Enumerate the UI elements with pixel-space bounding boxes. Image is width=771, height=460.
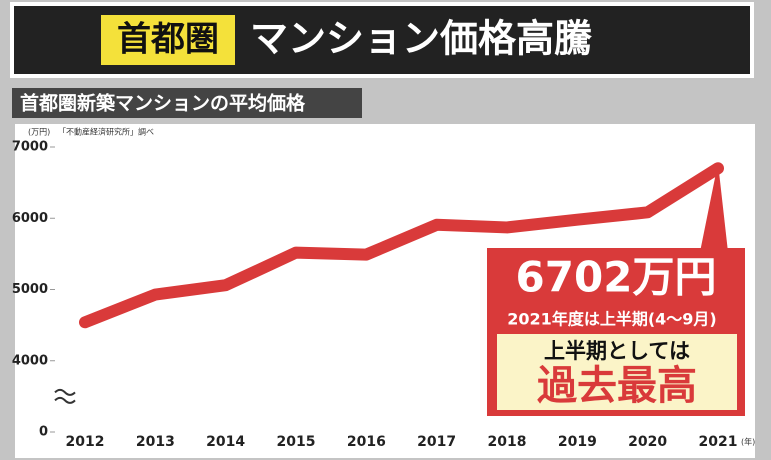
x-tick-label: 2012 (66, 434, 105, 450)
break-mark (54, 388, 76, 396)
callout-inner-box (497, 334, 737, 410)
chart-title: マンション価格高騰 (250, 17, 592, 61)
x-tick-label: 2015 (277, 434, 316, 450)
x-tick-label: 2017 (417, 434, 456, 450)
x-tick-label: 2021 (699, 434, 738, 450)
title-highlight-box (99, 13, 237, 67)
y-tick-label: 4000 (12, 353, 48, 368)
x-tick-label: 2020 (628, 434, 667, 450)
source: 「不動産経済研究所」調べ (58, 127, 154, 137)
annotation: 上半期としては (544, 339, 690, 363)
x-tick-label: 2019 (558, 434, 597, 450)
x-tick-label: 2014 (206, 434, 245, 450)
x-tick-label: 2013 (136, 434, 175, 450)
subtitle-bar (12, 88, 362, 118)
y-tick-label: 7000 (12, 140, 48, 155)
y-unit: (万円) (28, 128, 50, 137)
x-tick-label: 2018 (488, 434, 527, 450)
x-unit: (年) (741, 437, 755, 447)
subtitle: 首都圏新築マンションの平均価格 (20, 92, 306, 115)
value-label: 6702万円 (516, 253, 717, 302)
line (79, 162, 724, 329)
x-tick-label: 2016 (347, 434, 386, 450)
y-tick-label: 5000 (12, 282, 48, 297)
annotation: 過去最高 (537, 363, 697, 409)
annotation: 2021年度は上半期(4〜9月) (507, 310, 716, 329)
title-highlight: 首都圏 (117, 20, 219, 60)
y-tick-label: 0 (39, 425, 48, 440)
callout-pointer (700, 163, 728, 252)
break-mark (54, 396, 76, 404)
axis-break (54, 388, 76, 404)
y-tick-label: 6000 (12, 211, 48, 226)
